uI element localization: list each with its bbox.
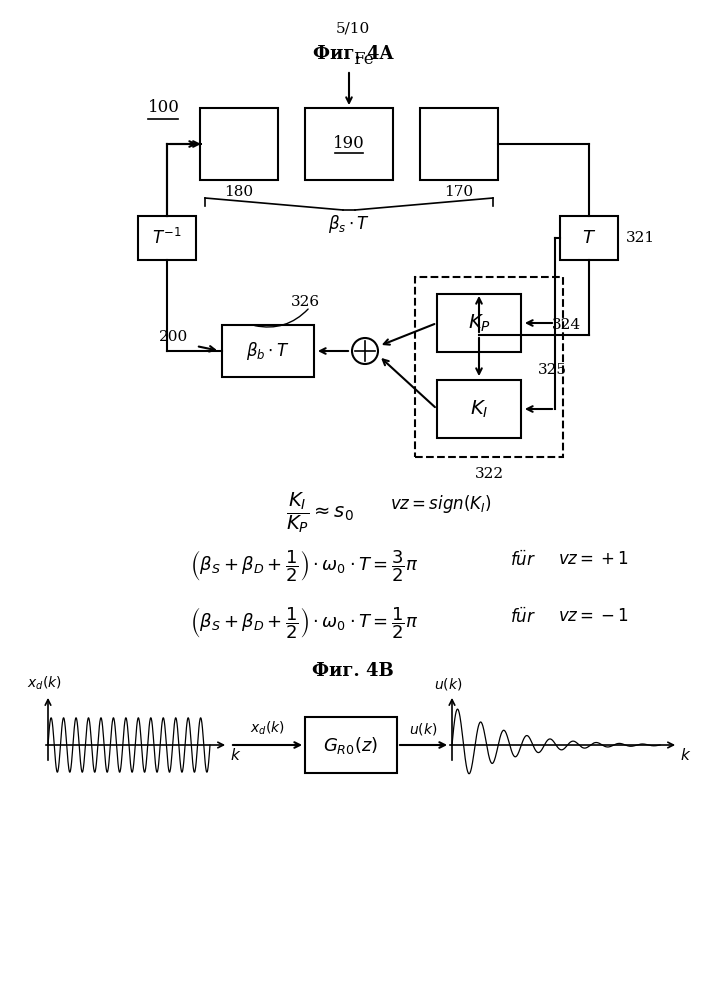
Text: 326: 326 — [291, 295, 320, 309]
Text: 324: 324 — [552, 318, 581, 332]
Bar — [437, 294, 521, 352]
Text: $k$: $k$ — [680, 747, 691, 763]
Text: 325: 325 — [538, 363, 567, 377]
Bar — [305, 717, 397, 773]
Bar — [415, 277, 563, 457]
Text: 322: 322 — [474, 467, 503, 481]
Bar — [222, 325, 314, 377]
Text: $T$: $T$ — [582, 229, 596, 247]
Text: $vz = sign(K_I)$: $vz = sign(K_I)$ — [390, 493, 492, 515]
Bar — [305, 108, 393, 180]
Text: 190: 190 — [333, 135, 365, 152]
Text: 5/10: 5/10 — [336, 22, 370, 36]
Text: Fe: Fe — [353, 51, 373, 68]
Bar — [138, 216, 196, 260]
Text: 200: 200 — [159, 330, 188, 344]
Text: $\left(\beta_S + \beta_D + \dfrac{1}{2}\right) \cdot \omega_0 \cdot T = \dfrac{1: $\left(\beta_S + \beta_D + \dfrac{1}{2}\… — [190, 605, 418, 641]
Text: $\beta_s \cdot T$: $\beta_s \cdot T$ — [328, 213, 370, 235]
Text: $u(k)$: $u(k)$ — [409, 721, 438, 737]
Text: $x_d(k)$: $x_d(k)$ — [27, 675, 62, 692]
Text: $k$: $k$ — [230, 747, 241, 763]
Text: $vz = +1$: $vz = +1$ — [558, 551, 629, 568]
Bar — [420, 108, 498, 180]
Bar — [200, 108, 278, 180]
Text: $\beta_b \cdot T$: $\beta_b \cdot T$ — [246, 340, 290, 362]
Text: 170: 170 — [445, 185, 474, 199]
Text: $\dfrac{K_I}{K_P} \approx s_0$: $\dfrac{K_I}{K_P} \approx s_0$ — [286, 490, 354, 535]
Text: $x_d(k)$: $x_d(k)$ — [250, 720, 285, 737]
Text: $G_{R0}(z)$: $G_{R0}(z)$ — [323, 734, 378, 756]
Text: 180: 180 — [224, 185, 254, 199]
Text: $u(k)$: $u(k)$ — [434, 676, 462, 692]
Bar — [437, 380, 521, 438]
Text: 100: 100 — [148, 99, 180, 116]
Bar — [560, 216, 618, 260]
Text: 321: 321 — [626, 231, 655, 245]
Text: Фиг. 4A: Фиг. 4A — [312, 45, 393, 63]
Text: $f\ddot{u}r$: $f\ddot{u}r$ — [510, 608, 536, 627]
Text: $K_P$: $K_P$ — [467, 312, 491, 334]
Text: $T^{-1}$: $T^{-1}$ — [152, 228, 182, 248]
Text: Фиг. 4B: Фиг. 4B — [312, 662, 394, 680]
Text: $vz = -1$: $vz = -1$ — [558, 608, 629, 625]
Text: $K_I$: $K_I$ — [469, 398, 489, 420]
Text: $\left(\beta_S + \beta_D + \dfrac{1}{2}\right) \cdot \omega_0 \cdot T = \dfrac{3: $\left(\beta_S + \beta_D + \dfrac{1}{2}\… — [190, 548, 418, 584]
Text: $f\ddot{u}r$: $f\ddot{u}r$ — [510, 551, 536, 570]
